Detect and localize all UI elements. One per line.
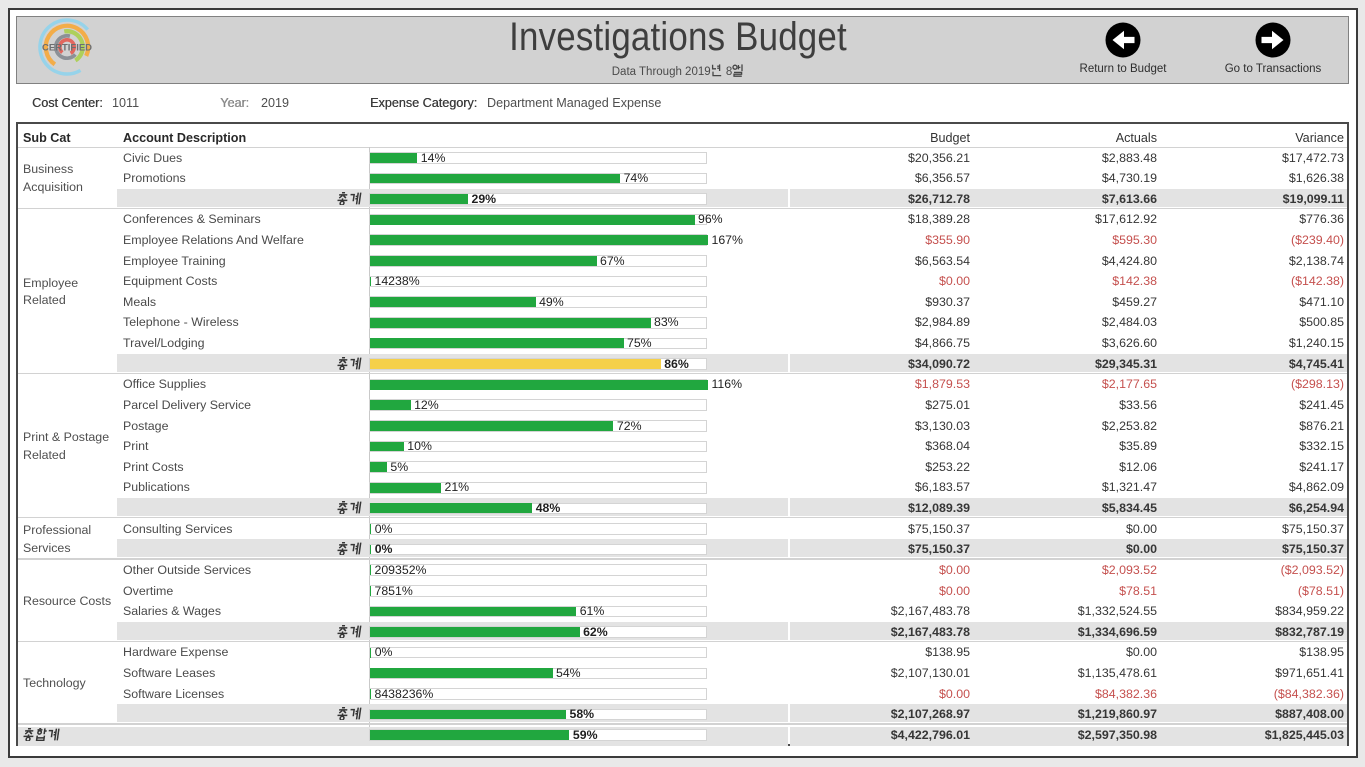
svg-text:CERTIFIED: CERTIFIED (42, 42, 92, 53)
